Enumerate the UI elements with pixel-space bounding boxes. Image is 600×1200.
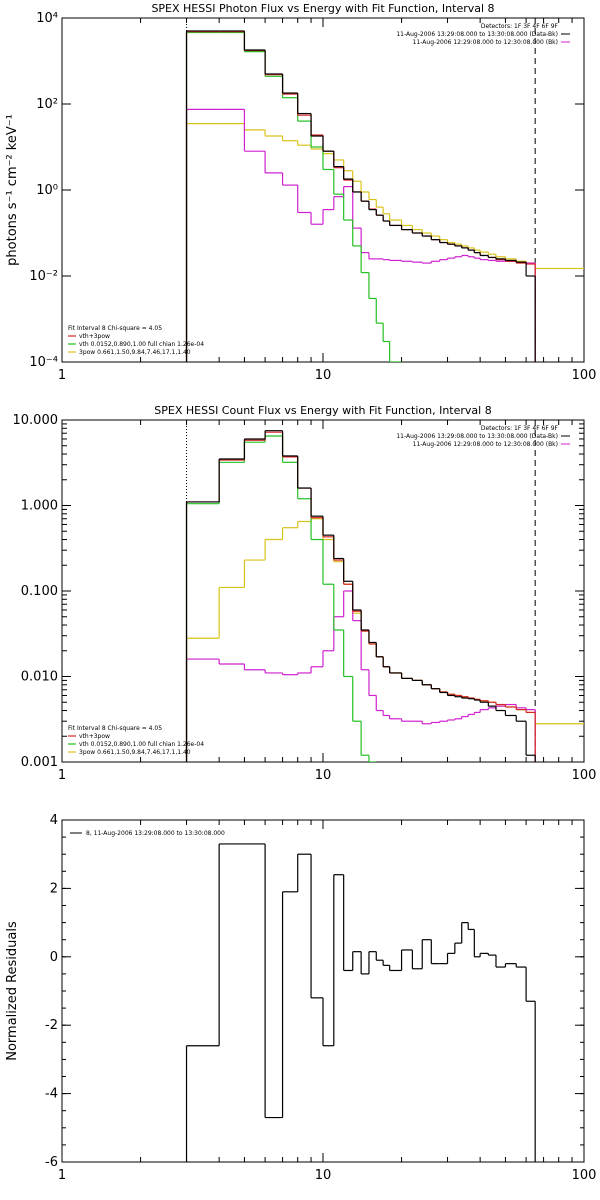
x-tick-label: 100 xyxy=(572,368,597,383)
series-data xyxy=(185,843,536,1162)
y-tick-label: 0 xyxy=(50,950,58,965)
series-background xyxy=(185,108,536,362)
x-tick-label: 1 xyxy=(58,368,66,383)
y-tick-label: 0.001 xyxy=(21,755,58,770)
y-tick-label: 10⁰ xyxy=(36,183,58,198)
x-tick-label: 10 xyxy=(315,768,332,783)
chart-panel-1: SPEX HESSI Photon Flux vs Energy with Fi… xyxy=(5,2,596,383)
series-thermal xyxy=(185,435,377,762)
x-tick-label: 10 xyxy=(315,368,332,383)
plot-frame xyxy=(61,17,585,363)
y-tick-label: -6 xyxy=(45,1155,58,1170)
x-tick-label: 100 xyxy=(572,1168,597,1183)
legend-power-law: 3pow 0.661,1.50,9.84,7.46,17.1,1.40 xyxy=(79,749,191,756)
legend-power-law: 3pow 0.661,1.50,9.84,7.46,17.1,1.40 xyxy=(79,349,191,356)
legend-total-fit: vth+3pow xyxy=(79,333,110,340)
chart-panel-2: SPEX HESSI Count Flux vs Energy with Fit… xyxy=(13,404,597,783)
chart-title: SPEX HESSI Count Flux vs Energy with Fit… xyxy=(154,404,491,417)
legend-fit-title: Fit Interval 8 Chi-square = 4.05 xyxy=(68,725,162,732)
y-tick-label: 10.000 xyxy=(13,413,59,428)
y-tick-label: -2 xyxy=(45,1018,58,1033)
series-total-fit xyxy=(185,431,536,762)
legend-total-fit: vth+3pow xyxy=(79,733,110,740)
chart-panel-3: 1 10 100 -6 -4 -2 0 2 4 Normalized Residuals 8, 11… xyxy=(5,813,596,1183)
series-data xyxy=(185,30,536,362)
y-tick-label: 0.010 xyxy=(21,670,58,685)
x-tick-label: 1 xyxy=(58,1168,66,1183)
legend-thermal: vth 0.0152,0.890,1.00 full chian 1.26e-0… xyxy=(79,741,204,748)
chart-title: SPEX HESSI Photon Flux vs Energy with Fi… xyxy=(151,2,494,15)
legend-bk-interval: 11-Aug-2006 12:29:08.000 to 12:30:08.000… xyxy=(413,39,558,46)
x-tick-label: 10 xyxy=(315,1168,332,1183)
y-tick-label: -4 xyxy=(45,1087,58,1102)
y-axis-label: photons s⁻¹ cm⁻² keV⁻¹ xyxy=(5,114,20,266)
y-tick-label: 4 xyxy=(50,813,58,828)
series-power-law xyxy=(185,518,584,762)
series-data xyxy=(185,430,536,762)
y-tick-label: 2 xyxy=(50,881,58,896)
legend-detectors: Detectors: 1F 3F 4F 6F 9F xyxy=(481,425,559,432)
x-tick-label: 1 xyxy=(58,768,66,783)
y-tick-label: 10² xyxy=(36,97,58,112)
legend-detectors: Detectors: 1F 3F 4F 6F 9F xyxy=(481,23,559,30)
y-axis-label: Normalized Residuals xyxy=(5,921,20,1061)
y-tick-label: 10⁻⁴ xyxy=(29,355,58,370)
legend-fit-title: Fit Interval 8 Chi-square = 4.05 xyxy=(68,325,162,332)
y-tick-label: 1.000 xyxy=(21,499,58,514)
y-tick-label: 0.100 xyxy=(21,584,58,599)
legend-residual-interval: 8, 11-Aug-2006 13:29:08.000 to 13:30:08.… xyxy=(86,830,225,837)
y-tick-label: 10⁴ xyxy=(36,11,58,26)
legend-data-interval: 11-Aug-2006 13:29:08.000 to 13:30:08.000… xyxy=(396,31,558,38)
legend-bk-interval: 11-Aug-2006 12:29:08.000 to 12:30:08.000… xyxy=(413,441,558,448)
y-tick-label: 10⁻² xyxy=(29,269,58,284)
series-power-law xyxy=(185,123,584,362)
x-tick-label: 100 xyxy=(572,768,597,783)
legend-thermal: vth 0.0152,0.890,1.00 full chian 1.26e-0… xyxy=(79,341,204,348)
legend-data-interval: 11-Aug-2006 13:29:08.000 to 13:30:08.000… xyxy=(396,433,558,440)
plot-frame xyxy=(61,819,585,1163)
